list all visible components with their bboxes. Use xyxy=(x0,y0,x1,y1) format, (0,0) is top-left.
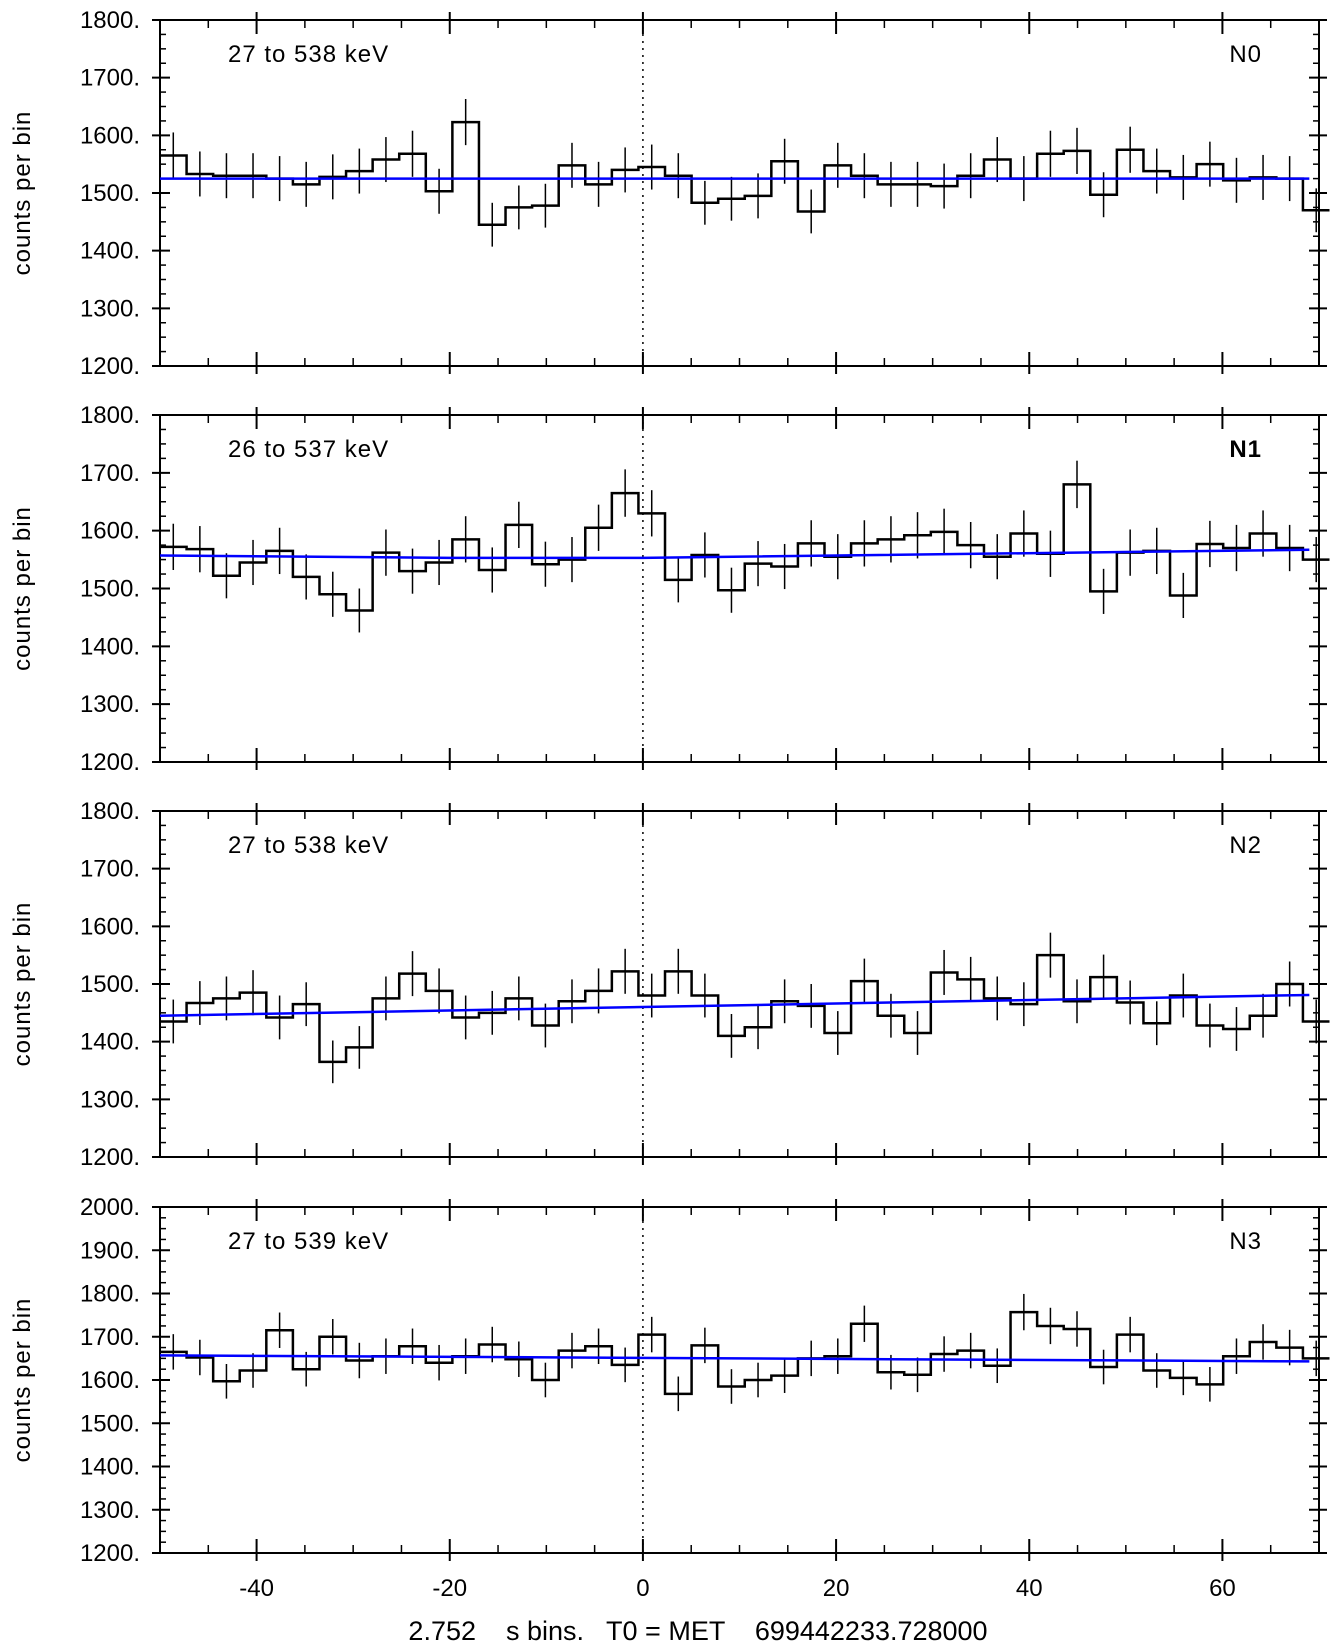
background-fit-line xyxy=(159,548,1310,560)
count-histogram xyxy=(160,953,1330,1064)
x-tick-label: 60 xyxy=(1209,1575,1236,1602)
x-tick-label: 40 xyxy=(1016,1575,1043,1602)
count-histogram xyxy=(160,1310,1330,1396)
y-tick-label: 1700. xyxy=(80,1324,140,1351)
detector-label: N3 xyxy=(1229,1228,1262,1255)
panel-n3: 1200. 1300. 1400. 1500. 1600. 1700. 1800. 1900.… xyxy=(9,1194,1330,1567)
y-tick-label: 1500. xyxy=(80,1410,140,1437)
x-tick-labels: -40 -20 0 20 40 60 xyxy=(239,1575,1236,1602)
y-tick-label: 1400. xyxy=(80,238,140,265)
detector-label: N1 xyxy=(1229,436,1262,463)
x-tick-label: -40 xyxy=(239,1575,274,1602)
y-tick-label: 1300. xyxy=(80,1086,140,1113)
y-tick-label: 1800. xyxy=(80,7,140,34)
y-tick-label: 1200. xyxy=(80,1144,140,1171)
y-tick-label: 1700. xyxy=(80,856,140,883)
panel-n1: 1200. 1300. 1400. 1500. 1600. 1700. 1800. 26 to… xyxy=(9,402,1330,776)
energy-range-label: 27 to 538 keV xyxy=(228,832,389,859)
y-tick-label: 1800. xyxy=(80,798,140,825)
y-tick-label: 2000. xyxy=(80,1194,140,1221)
y-axis-label: counts per bin xyxy=(9,506,36,671)
panels-group: 1200. 1300. 1400. 1500. 1600. 1700. 1800. 27 to… xyxy=(9,7,1330,1567)
background-fit-line xyxy=(159,1354,1310,1363)
energy-range-label: 27 to 538 keV xyxy=(228,41,389,68)
count-histogram xyxy=(160,120,1330,226)
x-tick-label: 20 xyxy=(823,1575,850,1602)
x-tick-label: 0 xyxy=(636,1575,649,1602)
energy-range-label: 26 to 537 keV xyxy=(228,436,389,463)
y-tick-label: 1600. xyxy=(80,518,140,545)
y-tick-label: 1400. xyxy=(80,1454,140,1481)
y-tick-label: 1600. xyxy=(80,1367,140,1394)
y-tick-label: 1200. xyxy=(80,353,140,380)
y-tick-label: 1800. xyxy=(80,1281,140,1308)
y-tick-label: 1300. xyxy=(80,691,140,718)
detector-label: N0 xyxy=(1229,41,1262,68)
y-tick-label: 1300. xyxy=(80,295,140,322)
detector-label: N2 xyxy=(1229,832,1262,859)
plot-frame xyxy=(159,19,1320,367)
y-tick-label: 1400. xyxy=(80,633,140,660)
y-tick-label: 1600. xyxy=(80,913,140,940)
y-tick-label: 1500. xyxy=(80,576,140,603)
panel-n0: 1200. 1300. 1400. 1500. 1600. 1700. 1800. 27 to… xyxy=(9,7,1330,380)
background-fit-line xyxy=(159,993,1310,1017)
y-tick-label: 1900. xyxy=(80,1237,140,1264)
y-axis-label: counts per bin xyxy=(9,111,36,276)
count-histogram xyxy=(160,483,1330,612)
y-tick-label: 1700. xyxy=(80,65,140,92)
x-tick-label: -20 xyxy=(432,1575,467,1602)
y-axis-label: counts per bin xyxy=(9,902,36,1067)
y-tick-label: 1700. xyxy=(80,460,140,487)
y-tick-label: 1200. xyxy=(80,1540,140,1567)
y-tick-label: 1300. xyxy=(80,1497,140,1524)
x-axis-label: 2.752 s bins. T0 = MET 699442233.728000 xyxy=(408,1616,987,1646)
y-tick-label: 1500. xyxy=(80,180,140,207)
energy-range-label: 27 to 539 keV xyxy=(228,1228,389,1255)
panel-n2: 1200. 1300. 1400. 1500. 1600. 1700. 1800. 27 to… xyxy=(9,798,1330,1171)
y-tick-label: 1800. xyxy=(80,402,140,429)
y-axis-label: counts per bin xyxy=(9,1298,36,1463)
plot-frame xyxy=(159,810,1320,1158)
y-tick-label: 1400. xyxy=(80,1029,140,1056)
y-tick-label: 1200. xyxy=(80,749,140,776)
y-tick-label: 1600. xyxy=(80,122,140,149)
y-tick-label: 1500. xyxy=(80,971,140,998)
plot-frame xyxy=(159,414,1320,763)
plot-frame xyxy=(159,1206,1320,1554)
